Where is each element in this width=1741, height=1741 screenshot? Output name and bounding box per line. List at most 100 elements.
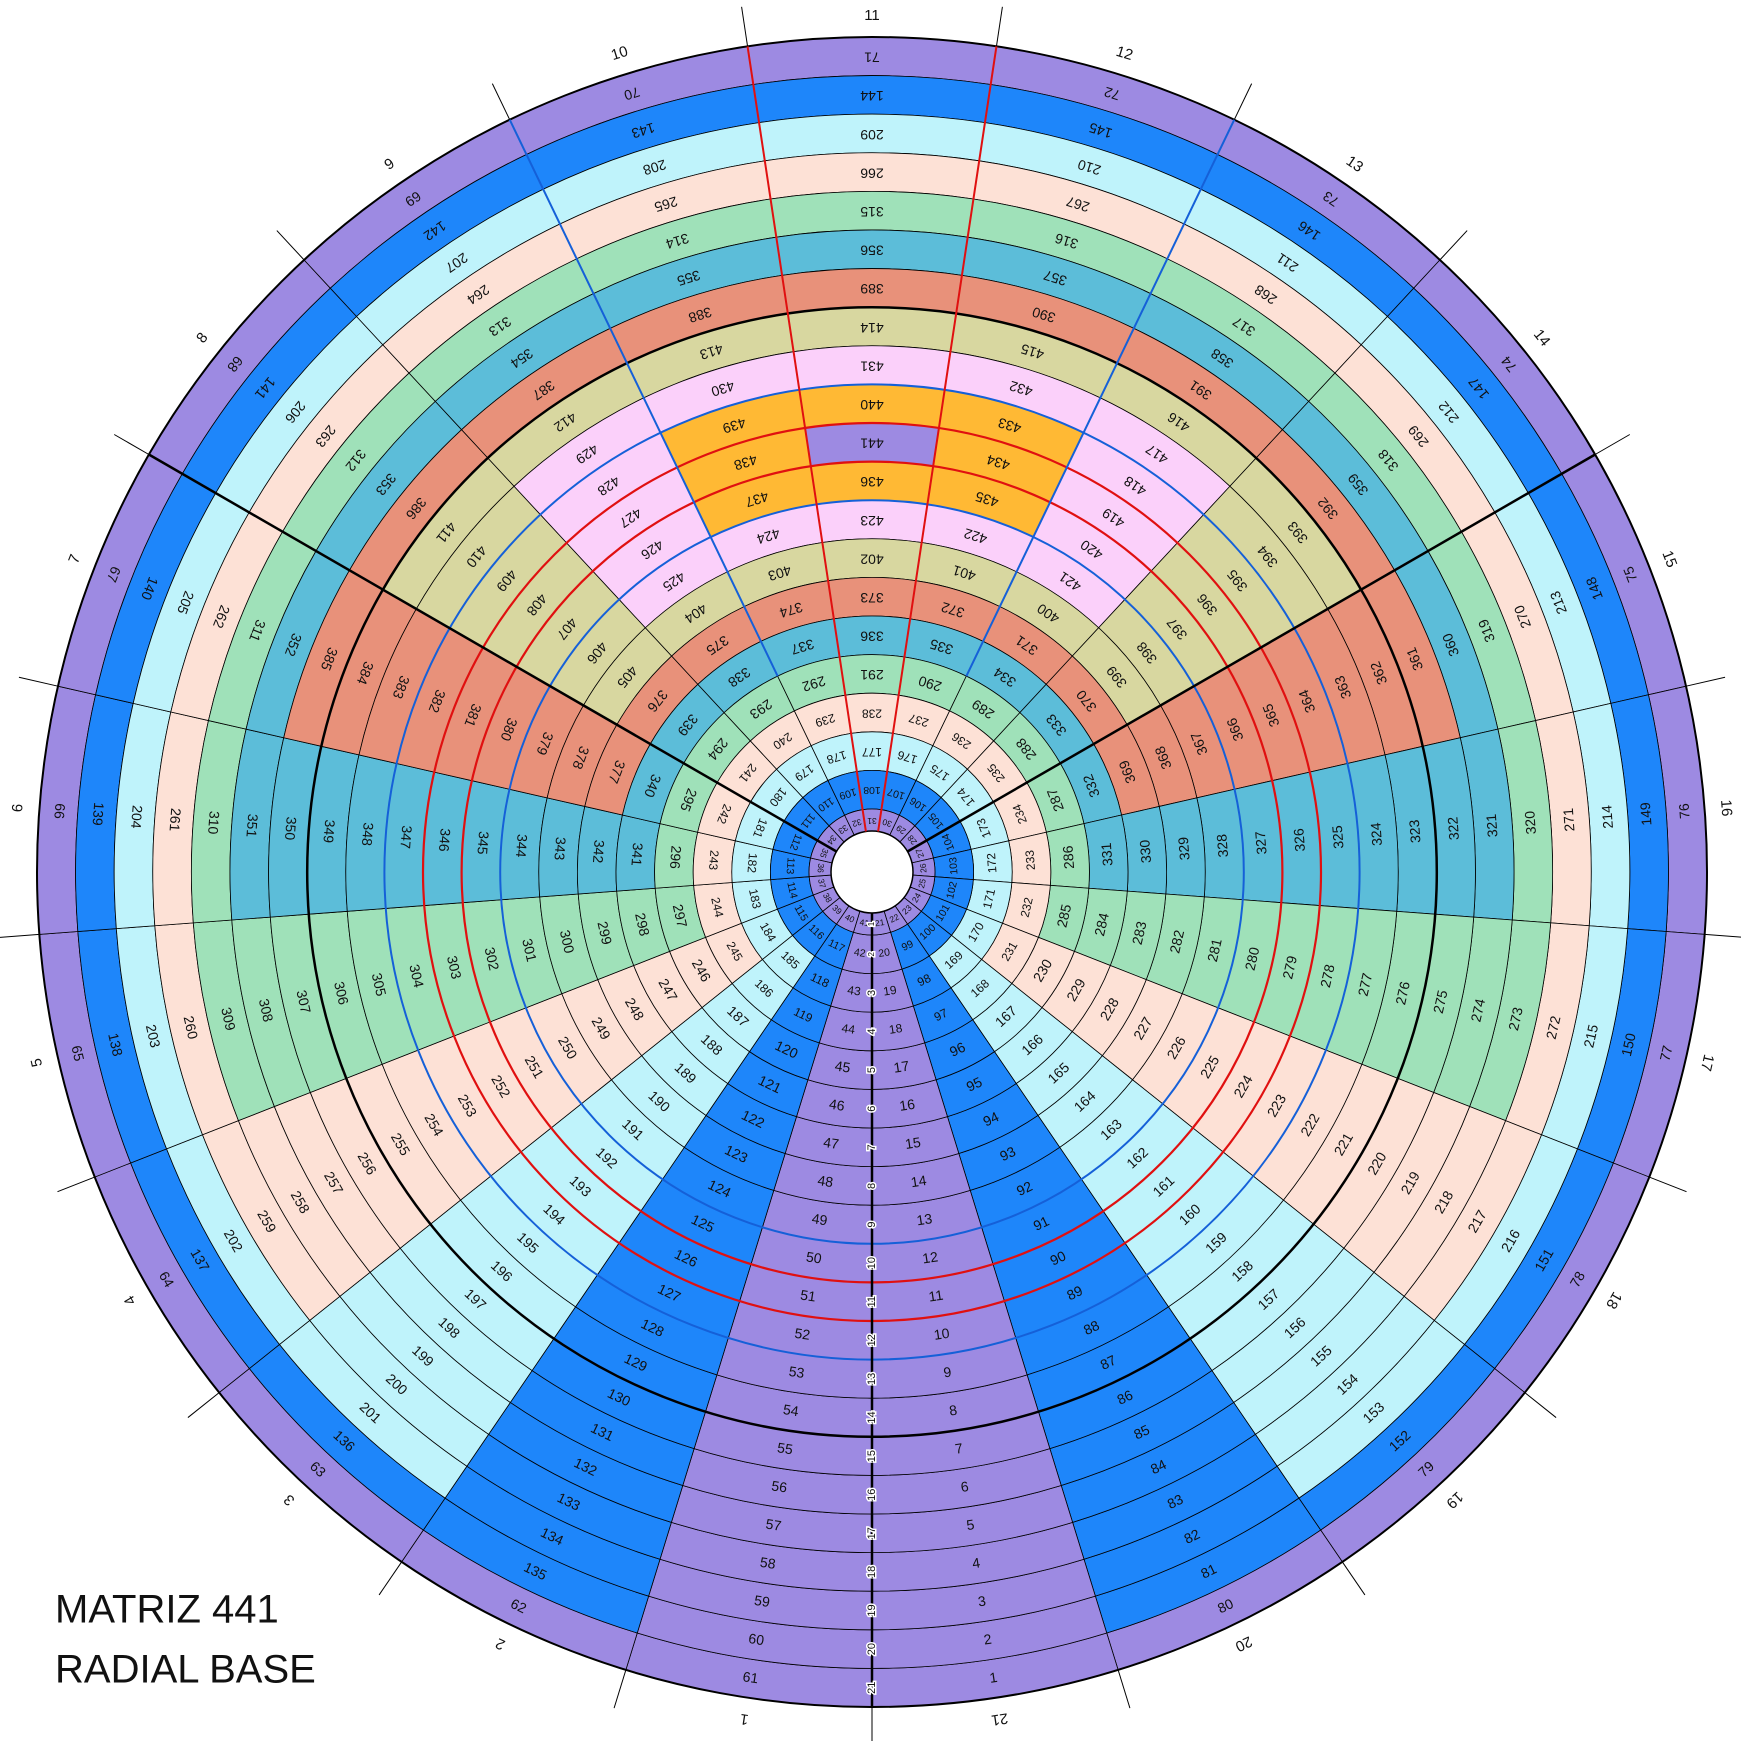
cell-value: 10 — [933, 1325, 951, 1343]
cell-value: 362 — [1367, 659, 1391, 687]
cell-value: 139 — [89, 802, 107, 827]
cell-value: 350 — [282, 816, 300, 841]
cell-value: 414 — [860, 320, 884, 336]
cell-value: 67 — [104, 564, 125, 585]
cell-value: 361 — [1403, 645, 1427, 673]
guide-line — [1649, 1176, 1687, 1193]
cell-value: 76 — [1676, 803, 1693, 820]
cell-value: 178 — [825, 748, 849, 767]
cell-value: 262 — [210, 603, 234, 631]
cell-value: 96 — [947, 1039, 968, 1060]
cell-value: 270 — [1511, 603, 1535, 631]
sector-label: 9 — [381, 155, 397, 174]
cell-value: 35 — [818, 847, 831, 860]
cell-value: 25 — [916, 877, 928, 889]
cell-value: 40 — [843, 912, 856, 925]
cell-value: 5 — [965, 1516, 975, 1533]
cell-value: 72 — [1102, 84, 1122, 104]
cell-value: 173 — [973, 816, 993, 840]
cell-value: 290 — [916, 673, 943, 695]
cell-value: 424 — [755, 525, 782, 547]
cell-value: 77 — [1656, 1044, 1675, 1063]
cell-value: 355 — [675, 267, 702, 289]
ring-label: 10 — [866, 1257, 878, 1269]
cell-value: 12 — [921, 1248, 939, 1266]
cell-value: 112 — [787, 832, 804, 852]
cell-value: 261 — [166, 808, 184, 833]
cell-value: 215 — [1580, 1023, 1601, 1050]
cell-value: 87 — [1098, 1352, 1119, 1373]
cell-value: 172 — [984, 852, 999, 873]
cell-value: 330 — [1136, 839, 1154, 864]
cell-value: 210 — [1076, 156, 1103, 178]
cell-value: 181 — [750, 816, 770, 840]
cell-value: 11 — [927, 1287, 944, 1305]
cell-value: 332 — [1079, 772, 1103, 800]
cell-value: 374 — [778, 599, 805, 621]
cell-value: 274 — [1467, 997, 1488, 1024]
cell-value: 46 — [828, 1096, 846, 1114]
sector-label: 5 — [28, 1057, 46, 1069]
cell-value: 80 — [1215, 1595, 1236, 1616]
ring-label: 9 — [866, 1221, 878, 1227]
cell-value: 203 — [143, 1023, 164, 1050]
cell-value: 78 — [1566, 1268, 1588, 1290]
guide-line — [877, 46, 998, 832]
cell-value: 430 — [709, 378, 736, 400]
cell-value: 267 — [1064, 193, 1091, 215]
cell-value: 310 — [205, 810, 223, 835]
ring-label: 3 — [866, 990, 878, 996]
sector-label: 16 — [1717, 799, 1735, 817]
cell-value: 364 — [1295, 687, 1319, 715]
ring-label: 15 — [866, 1450, 878, 1462]
cell-value: 331 — [1098, 842, 1116, 867]
guide-line — [906, 453, 1596, 853]
cell-value: 37 — [816, 878, 828, 890]
cell-value: 19 — [882, 983, 898, 999]
ring-label: 2 — [867, 952, 876, 957]
cell-value: 90 — [1047, 1247, 1068, 1268]
cell-value: 435 — [973, 488, 1000, 510]
cell-value: 4 — [971, 1554, 981, 1571]
cell-value: 311 — [246, 618, 269, 645]
guide-line — [378, 1561, 403, 1596]
cell-value: 7 — [954, 1440, 964, 1457]
cell-value: 343 — [551, 836, 569, 861]
guide-line — [276, 230, 305, 261]
cell-value: 70 — [622, 84, 642, 104]
cell-value: 351 — [243, 813, 261, 838]
title: MATRIZ 441 — [55, 1588, 279, 1632]
cell-value: 1 — [988, 1669, 998, 1686]
cell-value: 81 — [1198, 1560, 1219, 1581]
ring-label: 14 — [866, 1411, 878, 1423]
cell-value: 209 — [860, 127, 884, 143]
cell-value: 238 — [862, 706, 882, 720]
guide-line — [1233, 83, 1253, 120]
sector-label: 15 — [1658, 548, 1680, 570]
cell-value: 390 — [1030, 304, 1057, 326]
cell-value: 357 — [1041, 267, 1068, 289]
cell-value: 286 — [1059, 845, 1077, 870]
cell-value: 60 — [747, 1630, 765, 1648]
sector-label: 2 — [493, 1634, 508, 1653]
cell-value: 243 — [706, 850, 721, 871]
cell-value: 61 — [742, 1668, 760, 1686]
cell-value: 65 — [68, 1044, 87, 1063]
cell-value: 107 — [886, 785, 906, 802]
cell-value: 303 — [444, 954, 465, 981]
cell-value: 15 — [904, 1134, 922, 1152]
cell-value: 279 — [1279, 954, 1300, 981]
cell-value: 304 — [406, 963, 427, 990]
cell-value: 6 — [960, 1478, 970, 1495]
cell-value: 275 — [1430, 988, 1451, 1015]
cell-value: 348 — [359, 822, 377, 847]
cell-value: 47 — [822, 1134, 840, 1152]
cell-value: 388 — [686, 304, 713, 326]
cell-value: 423 — [860, 513, 884, 529]
cell-value: 150 — [1618, 1031, 1639, 1058]
cell-value: 281 — [1204, 937, 1225, 964]
cell-value: 441 — [860, 436, 884, 452]
cell-value: 91 — [1031, 1213, 1052, 1234]
cell-value: 208 — [641, 156, 668, 178]
ring-label: 8 — [866, 1183, 878, 1189]
